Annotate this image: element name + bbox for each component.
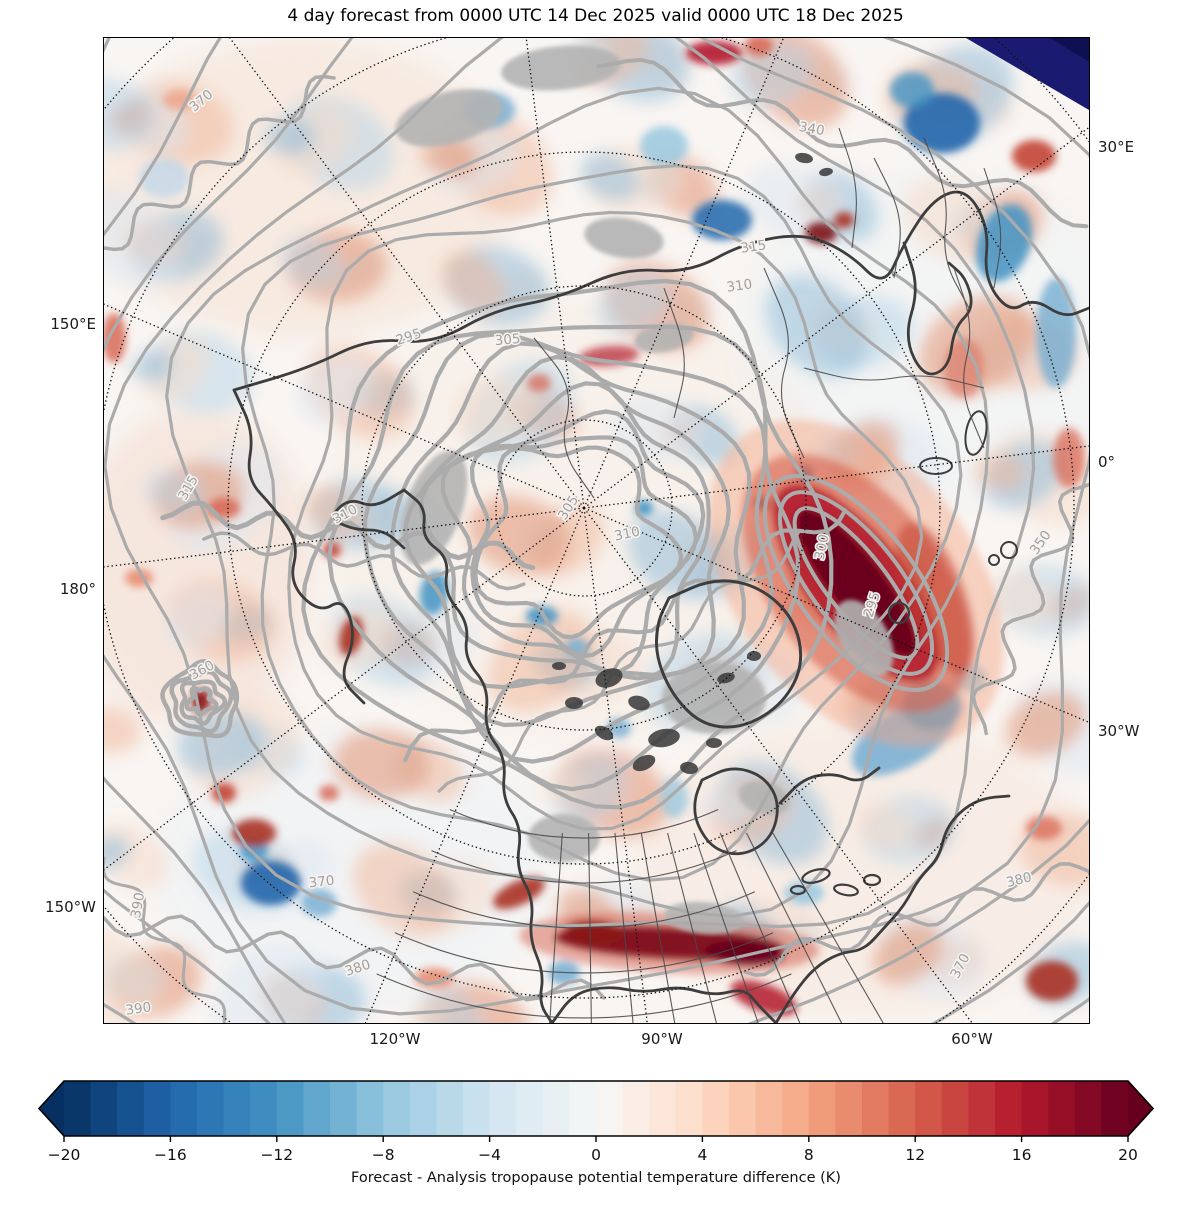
right-longitude-labels: 30°E 0° 30°W bbox=[1098, 0, 1192, 1205]
lon-label-60w: 60°W bbox=[951, 1030, 993, 1048]
contour-label-370: 370 bbox=[308, 873, 335, 892]
left-longitude-labels: 150°E 180° 150°W bbox=[0, 0, 96, 1205]
lon-label-30w: 30°W bbox=[1098, 722, 1140, 740]
bottom-longitude-labels: 120°W 90°W 60°W bbox=[0, 1030, 1192, 1054]
lon-label-30e: 30°E bbox=[1098, 138, 1135, 156]
colorbar-tick--16: −16 bbox=[154, 1146, 187, 1164]
colorbar-tick--4: −4 bbox=[478, 1146, 501, 1164]
colorbar-label: Forecast - Analysis tropopause potential… bbox=[351, 1170, 841, 1186]
colorbar-tick-20: 20 bbox=[1118, 1146, 1138, 1164]
lon-label-90w: 90°W bbox=[641, 1030, 683, 1048]
contour-label-315: 315 bbox=[740, 237, 768, 256]
contour-label-390: 390 bbox=[128, 891, 148, 919]
colorbar-tick-0: 0 bbox=[591, 1146, 601, 1164]
colorbar: −20 −16 −12 −8 −4 0 4 8 12 16 20 bbox=[37, 1080, 1155, 1164]
colorbar-tick-16: 16 bbox=[1012, 1146, 1032, 1164]
colorbar-tick--8: −8 bbox=[372, 1146, 395, 1164]
map-panel: 370 340 315 310 295 305 315 310 305 310 300 295 350 3… bbox=[103, 37, 1090, 1024]
colorbar-tick-4: 4 bbox=[697, 1146, 707, 1164]
lon-label-180: 180° bbox=[59, 580, 96, 598]
figure-title: 4 day forecast from 0000 UTC 14 Dec 2025… bbox=[287, 6, 904, 26]
contour-label-305: 305 bbox=[494, 331, 521, 349]
colorbar-tick-8: 8 bbox=[804, 1146, 814, 1164]
contour-label-390: 390 bbox=[125, 999, 153, 1018]
lon-label-150e: 150°E bbox=[50, 315, 96, 333]
contour-label-340: 340 bbox=[798, 119, 826, 139]
lon-label-150w: 150°W bbox=[45, 898, 96, 916]
contour-label-310: 310 bbox=[726, 276, 754, 295]
colorbar-tick--20: −20 bbox=[48, 1146, 81, 1164]
lon-label-0: 0° bbox=[1098, 453, 1116, 471]
colorbar-tick-12: 12 bbox=[905, 1146, 925, 1164]
lon-label-120w: 120°W bbox=[369, 1030, 421, 1048]
colorbar-tick--12: −12 bbox=[260, 1146, 293, 1164]
contour-label-310: 310 bbox=[613, 524, 642, 545]
